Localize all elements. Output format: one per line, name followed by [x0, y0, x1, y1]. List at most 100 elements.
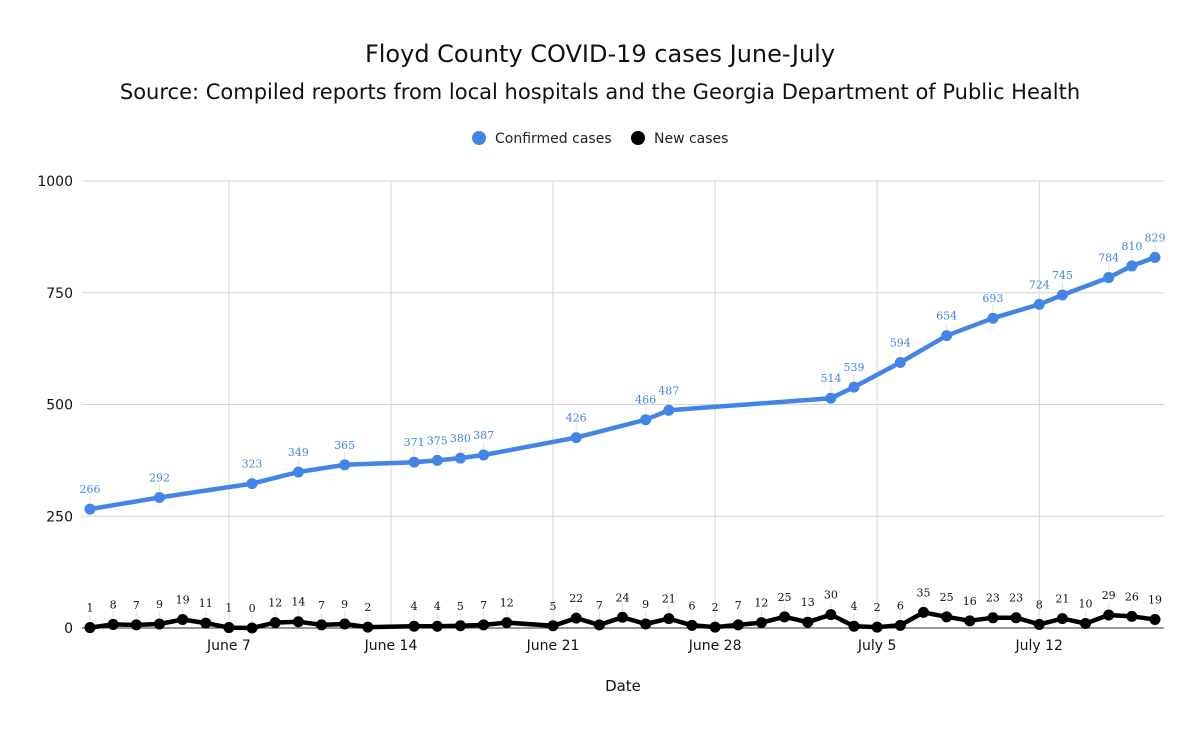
data-point-confirmed[interactable]	[663, 404, 675, 416]
data-point-new[interactable]	[269, 617, 281, 629]
data-point-confirmed[interactable]	[1126, 260, 1138, 272]
data-point-new[interactable]	[107, 618, 119, 630]
data-point-new[interactable]	[1080, 618, 1092, 630]
data-point-new[interactable]	[177, 614, 189, 626]
data-point-new[interactable]	[802, 616, 814, 628]
data-point-new[interactable]	[732, 619, 744, 631]
legend-item-confirmed[interactable]: Confirmed cases	[472, 131, 612, 147]
data-label-new: 7	[318, 599, 325, 612]
data-point-confirmed[interactable]	[1103, 272, 1115, 284]
data-label-new: 4	[434, 600, 441, 613]
data-point-new[interactable]	[339, 618, 351, 630]
data-point-new[interactable]	[894, 619, 906, 631]
data-point-confirmed[interactable]	[339, 459, 351, 471]
data-point-new[interactable]	[593, 619, 605, 631]
data-point-new[interactable]	[779, 611, 791, 623]
data-point-new[interactable]	[316, 619, 328, 631]
data-point-new[interactable]	[408, 620, 420, 632]
data-point-new[interactable]	[1126, 610, 1138, 622]
data-point-confirmed[interactable]	[825, 392, 837, 404]
data-point-new[interactable]	[84, 622, 96, 634]
data-label-new: 2	[364, 601, 371, 614]
data-point-confirmed[interactable]	[1033, 298, 1045, 310]
data-label-new: 24	[616, 591, 630, 604]
data-point-confirmed[interactable]	[454, 452, 466, 464]
data-label-new: 0	[249, 602, 256, 615]
data-point-new[interactable]	[1056, 613, 1068, 625]
data-point-new[interactable]	[570, 612, 582, 624]
data-point-new[interactable]	[1149, 614, 1161, 626]
data-point-confirmed[interactable]	[84, 503, 96, 515]
data-point-confirmed[interactable]	[848, 381, 860, 393]
data-label-new: 9	[156, 598, 163, 611]
data-point-new[interactable]	[709, 621, 721, 633]
data-label-new: 25	[940, 591, 954, 604]
data-label-confirmed: 487	[658, 384, 679, 397]
data-point-new[interactable]	[130, 619, 142, 631]
data-label-confirmed: 539	[844, 361, 865, 374]
data-label-confirmed: 724	[1029, 278, 1050, 291]
data-point-new[interactable]	[987, 612, 999, 624]
data-point-new[interactable]	[478, 619, 490, 631]
data-label-confirmed: 784	[1098, 252, 1119, 265]
y-axis: 0 250 500 750 1000	[37, 174, 73, 637]
data-point-new[interactable]	[663, 613, 675, 625]
data-label-confirmed: 292	[149, 471, 170, 484]
data-point-new[interactable]	[153, 618, 165, 630]
legend-marker-confirmed	[472, 131, 486, 145]
y-tick-label: 500	[46, 398, 73, 414]
data-point-new[interactable]	[848, 620, 860, 632]
data-label-new: 11	[199, 597, 213, 610]
data-point-new[interactable]	[964, 615, 976, 627]
data-label-new: 12	[268, 597, 282, 610]
data-point-new[interactable]	[223, 622, 235, 634]
data-point-confirmed[interactable]	[1149, 251, 1161, 263]
data-point-new[interactable]	[1010, 612, 1022, 624]
data-point-new[interactable]	[362, 621, 374, 633]
legend-item-new[interactable]: New cases	[631, 131, 728, 147]
data-label-confirmed: 375	[427, 434, 448, 447]
data-label-confirmed: 466	[635, 394, 656, 407]
data-label-new: 23	[986, 592, 1000, 605]
data-point-confirmed[interactable]	[478, 449, 490, 461]
data-point-new[interactable]	[1033, 618, 1045, 630]
data-label-confirmed: 371	[404, 436, 425, 449]
data-point-confirmed[interactable]	[246, 478, 258, 490]
data-point-new[interactable]	[825, 609, 837, 621]
data-label-new: 2	[712, 601, 719, 614]
data-point-new[interactable]	[755, 617, 767, 629]
data-label-new: 25	[778, 591, 792, 604]
data-point-new[interactable]	[501, 617, 513, 629]
data-label-new: 29	[1102, 589, 1116, 602]
x-tick-label: June 28	[688, 638, 742, 654]
data-label-new: 7	[480, 599, 487, 612]
legend-marker-new	[631, 131, 645, 145]
data-point-confirmed[interactable]	[153, 491, 165, 503]
data-point-confirmed[interactable]	[570, 432, 582, 444]
data-label-new: 12	[500, 597, 514, 610]
data-point-new[interactable]	[292, 616, 304, 628]
data-point-new[interactable]	[917, 606, 929, 618]
data-point-new[interactable]	[941, 611, 953, 623]
data-point-new[interactable]	[1103, 609, 1115, 621]
data-point-new[interactable]	[246, 622, 258, 634]
data-point-new[interactable]	[871, 621, 883, 633]
data-point-confirmed[interactable]	[292, 466, 304, 478]
data-point-confirmed[interactable]	[941, 330, 953, 342]
data-point-confirmed[interactable]	[431, 454, 443, 466]
data-point-confirmed[interactable]	[894, 356, 906, 368]
data-point-new[interactable]	[547, 620, 559, 632]
data-point-confirmed[interactable]	[987, 312, 999, 324]
data-point-new[interactable]	[686, 619, 698, 631]
data-point-new[interactable]	[431, 620, 443, 632]
data-point-new[interactable]	[640, 618, 652, 630]
data-point-new[interactable]	[617, 611, 628, 623]
data-label-new: 21	[662, 593, 676, 606]
data-label-new: 30	[824, 589, 838, 602]
data-point-confirmed[interactable]	[1056, 289, 1068, 301]
data-point-new[interactable]	[200, 617, 212, 629]
data-point-new[interactable]	[454, 620, 466, 632]
data-point-confirmed[interactable]	[640, 414, 652, 426]
data-point-confirmed[interactable]	[408, 456, 420, 468]
